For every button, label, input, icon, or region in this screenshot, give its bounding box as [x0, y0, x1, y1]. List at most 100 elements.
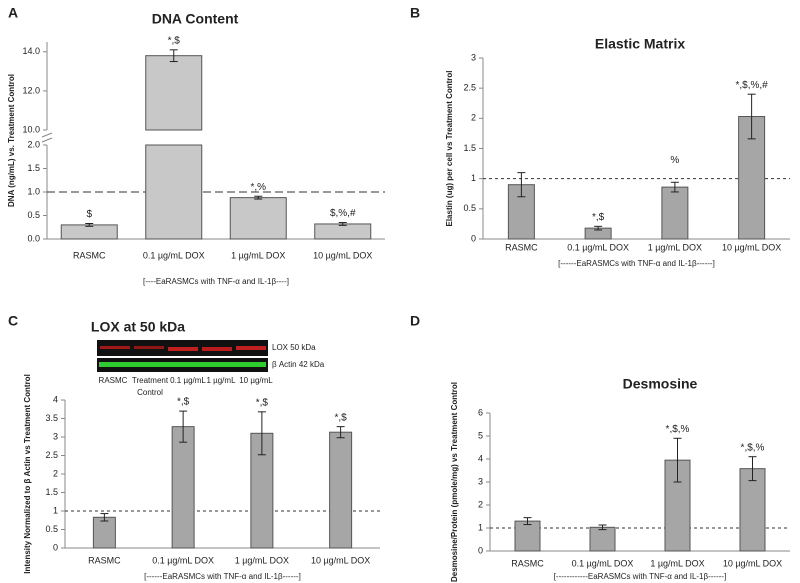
- y-tick-label: 0.0: [27, 233, 40, 243]
- band: [236, 346, 266, 350]
- blot-lane-label: 10 µg/mL: [239, 376, 273, 385]
- band: [100, 346, 130, 349]
- blot-lane-label: RASMC: [99, 376, 128, 385]
- chart-title: LOX at 50 kDa: [91, 319, 185, 335]
- annotation: $: [86, 209, 92, 220]
- y-tick-label: 4: [53, 394, 58, 404]
- y-tick-label: 6: [478, 407, 483, 417]
- annotation: *,$: [335, 412, 348, 423]
- x-tick-label: 0.1 µg/mL DOX: [143, 250, 205, 260]
- bar: [145, 144, 203, 240]
- y-tick-label: 14.0: [22, 46, 40, 56]
- y-tick-label: 0: [471, 233, 476, 243]
- y-tick-label: 2: [478, 499, 483, 509]
- x-tick-label: 1 µg/mL DOX: [648, 242, 702, 252]
- x-tick-label: RASMC: [88, 555, 121, 565]
- chart-title: Desmosine: [623, 376, 698, 392]
- y-tick-label: 1.5: [45, 487, 58, 497]
- blot: [97, 340, 268, 372]
- x-tick-label: 0.1 µg/mL DOX: [572, 558, 634, 568]
- y-axis-label: DNA (ng/mL) vs. Treatment Control: [7, 74, 16, 207]
- annotation: *,$: [592, 212, 605, 223]
- y-axis-label: Elastin (ug) per cell vs Treatment Contr…: [445, 70, 454, 226]
- bar: [92, 516, 116, 549]
- y-tick-label: 2: [53, 468, 58, 478]
- axis-break: [41, 137, 53, 143]
- panel-letter: D: [410, 313, 420, 329]
- panel-letter: B: [410, 5, 420, 21]
- x-note: [------EaRASMCs with TNF-α and IL-1β----…: [558, 259, 715, 268]
- x-tick-label: RASMC: [511, 558, 544, 568]
- blot-lane-label: Control: [137, 388, 163, 397]
- y-tick-label: 4: [478, 453, 483, 463]
- chart-title: Elastic Matrix: [595, 36, 685, 52]
- y-axis-label: Desmosine/Protein (pmole/mg) vs Treatmen…: [450, 382, 459, 582]
- axis-break: [41, 132, 53, 138]
- y-tick-label: 3: [478, 476, 483, 486]
- y-tick-label: 12.0: [22, 85, 40, 95]
- x-tick-label: 1 µg/mL DOX: [231, 250, 285, 260]
- annotation: %: [670, 155, 679, 166]
- x-tick-label: 1 µg/mL DOX: [235, 555, 289, 565]
- x-tick-label: 10 µg/mL DOX: [311, 555, 370, 565]
- bar: [171, 426, 195, 549]
- y-tick-label: 1.5: [27, 163, 40, 173]
- annotation: *,$,%: [666, 424, 690, 435]
- bar: [229, 197, 287, 240]
- y-tick-label: 0: [478, 545, 483, 555]
- y-axis-label: Intensity Normalized to β Actin vs Treat…: [23, 374, 32, 574]
- bar: [314, 223, 372, 240]
- bar: [661, 186, 689, 240]
- bar: [589, 526, 616, 552]
- y-tick-label: 1.5: [463, 143, 476, 153]
- panel-letter: A: [8, 5, 18, 21]
- x-note: [------EaRASMCs with TNF-α and IL-1β----…: [144, 572, 301, 581]
- y-tick-label: 1: [471, 173, 476, 183]
- y-tick-label: 0.5: [463, 203, 476, 213]
- x-tick-label: 1 µg/mL DOX: [650, 558, 704, 568]
- annotation: *,$,%,#: [736, 80, 769, 91]
- y-tick-label: 3: [471, 52, 476, 62]
- y-tick-label: 0.5: [27, 210, 40, 220]
- x-note: [------------EaRASMCs with TNF-α and IL-…: [554, 572, 727, 581]
- band: [134, 346, 164, 349]
- annotation: *,$,%: [741, 442, 765, 453]
- x-tick-label: 10 µg/mL DOX: [313, 250, 372, 260]
- y-tick-label: 2.5: [45, 450, 58, 460]
- y-tick-label: 5: [478, 430, 483, 440]
- y-tick-label: 1.0: [27, 186, 40, 196]
- bar: [514, 520, 541, 552]
- bar: [60, 224, 118, 240]
- y-tick-label: 10.0: [22, 124, 40, 134]
- y-tick-label: 1: [53, 505, 58, 515]
- blot-row-label: LOX 50 kDa: [272, 343, 316, 352]
- bar: [739, 468, 766, 552]
- annotation: *,$: [177, 397, 190, 408]
- y-tick-label: 2.0: [27, 139, 40, 149]
- y-tick-label: 3.5: [45, 413, 58, 423]
- bar: [329, 431, 353, 549]
- x-tick-label: 0.1 µg/mL DOX: [567, 242, 629, 252]
- band: [168, 347, 198, 351]
- x-tick-label: RASMC: [505, 242, 538, 252]
- band: [202, 347, 232, 351]
- annotation: *,$: [168, 35, 181, 46]
- blot-lane-label: 1 µg/mL: [206, 376, 236, 385]
- x-tick-label: RASMC: [73, 250, 106, 260]
- x-note: [----EaRASMCs with TNF-α and IL-1β----]: [143, 277, 289, 286]
- y-tick-label: 2.5: [463, 83, 476, 93]
- y-tick-label: 1: [478, 522, 483, 532]
- bar: [145, 55, 203, 131]
- x-tick-label: 10 µg/mL DOX: [723, 558, 782, 568]
- blot-lane-label: 0.1 µg/mL: [170, 376, 206, 385]
- x-tick-label: 0.1 µg/mL DOX: [152, 555, 214, 565]
- annotation: *,$: [256, 397, 269, 408]
- chart-title: DNA Content: [152, 11, 239, 27]
- y-tick-label: 3: [53, 431, 58, 441]
- annotation: $,%,#: [330, 208, 356, 219]
- panel-letter: C: [8, 313, 18, 329]
- blot-row-label: β Actin 42 kDa: [272, 360, 325, 369]
- band: [99, 362, 266, 367]
- y-tick-label: 2: [471, 113, 476, 123]
